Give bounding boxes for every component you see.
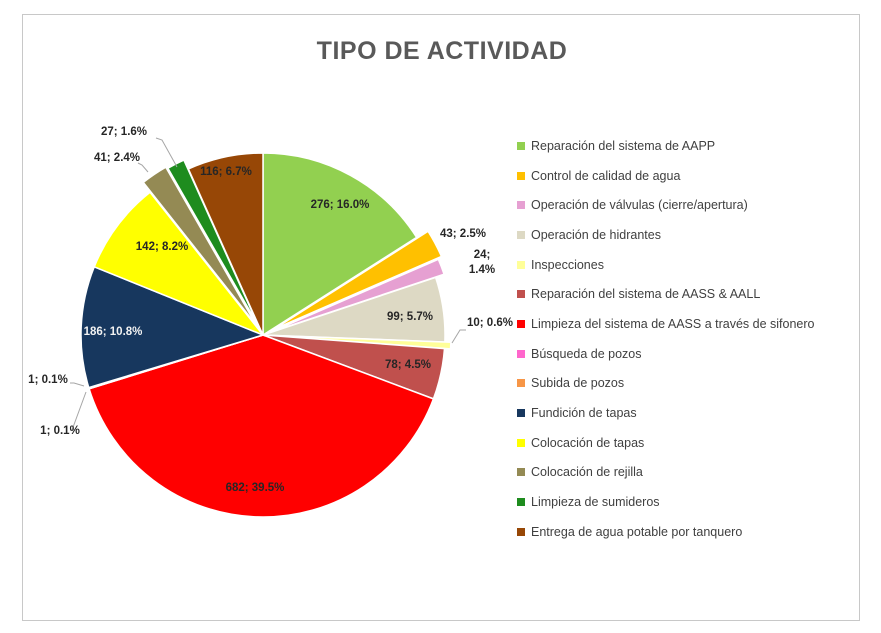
pie-slice <box>187 152 264 336</box>
data-label: 682; 39.5% <box>226 482 285 494</box>
data-label: 99; 5.7% <box>387 311 433 323</box>
legend-item: Búsqueda de pozos <box>517 339 857 369</box>
leader-line <box>70 382 85 387</box>
pie-slice <box>88 334 435 518</box>
legend-swatch <box>517 438 525 447</box>
legend-label: Colocación de tapas <box>531 435 645 450</box>
legend-label: Operación de válvulas (cierre/apertura) <box>531 198 748 213</box>
legend-item: Limpieza del sistema de AASS a través de… <box>517 309 857 339</box>
legend-swatch <box>517 349 525 358</box>
legend-swatch <box>517 498 525 507</box>
legend-swatch <box>517 230 525 239</box>
legend-swatch <box>517 260 525 269</box>
legend-swatch <box>517 468 525 477</box>
legend-label: Reparación del sistema de AAPP <box>531 138 716 153</box>
data-label: 41; 2.4% <box>94 152 140 164</box>
pie-slice <box>80 265 266 389</box>
legend-item: Subida de pozos <box>517 369 857 399</box>
legend-label: Subida de pozos <box>531 376 625 391</box>
legend-item: Colocación de tapas <box>517 428 857 458</box>
legend-label: Limpieza del sistema de AASS a través de… <box>531 316 815 331</box>
pie-slice <box>142 166 257 326</box>
data-label: 24; 1.4% <box>469 249 495 276</box>
legend-swatch <box>517 409 525 418</box>
legend-label: Fundición de tapas <box>531 406 637 421</box>
legend-item: Operación de hidrantes <box>517 220 857 250</box>
leader-line <box>70 391 87 431</box>
legend-item: Fundición de tapas <box>517 398 857 428</box>
data-label: 78; 4.5% <box>385 359 431 371</box>
pie-slice <box>93 191 266 337</box>
legend-item: Reparación del sistema de AAPP <box>517 131 857 161</box>
legend-item: Colocación de rejilla <box>517 458 857 488</box>
legend-item: Entrega de agua potable por tanquero <box>517 517 857 547</box>
pie-slice <box>271 258 445 333</box>
legend-label: Búsqueda de pozos <box>531 346 642 361</box>
legend-swatch <box>517 379 525 388</box>
legend-swatch <box>517 171 525 180</box>
leader-line <box>137 162 149 173</box>
legend-item: Inspecciones <box>517 250 857 280</box>
pie-slice <box>274 230 443 330</box>
data-label: 27; 1.6% <box>101 126 147 138</box>
data-label: 1; 0.1% <box>40 425 80 437</box>
data-label: 186; 10.8% <box>84 326 143 338</box>
data-label: 1; 0.1% <box>28 374 68 386</box>
legend-item: Reparación del sistema de AASS & AALL <box>517 279 857 309</box>
legend-label: Control de calidad de agua <box>531 168 681 183</box>
legend-item: Operación de válvulas (cierre/apertura) <box>517 190 857 220</box>
legend-swatch <box>517 201 525 210</box>
data-label: 10; 0.6% <box>467 317 513 329</box>
data-label: 142; 8.2% <box>136 241 188 253</box>
data-label: 116; 6.7% <box>200 166 252 178</box>
legend-label: Operación de hidrantes <box>531 227 661 242</box>
pie-slice <box>262 152 418 337</box>
legend-swatch <box>517 319 525 328</box>
legend-label: Limpieza de sumideros <box>531 495 660 510</box>
data-label: 276; 16.0% <box>311 199 370 211</box>
legend-swatch <box>517 141 525 150</box>
leader-line <box>451 329 466 344</box>
legend-label: Entrega de agua potable por tanquero <box>531 524 743 539</box>
leader-line <box>155 137 178 168</box>
legend-label: Colocación de rejilla <box>531 465 643 480</box>
data-label: 43; 2.5% <box>440 228 486 240</box>
legend-swatch <box>517 527 525 536</box>
legend-item: Control de calidad de agua <box>517 161 857 191</box>
legend-swatch <box>517 290 525 299</box>
legend-item: Limpieza de sumideros <box>517 487 857 517</box>
chart-title: TIPO DE ACTIVIDAD <box>316 37 568 65</box>
legend-label: Inspecciones <box>531 257 604 272</box>
legend-label: Reparación del sistema de AASS & AALL <box>531 287 761 302</box>
chart-legend: Reparación del sistema de AAPP Control de… <box>517 131 857 547</box>
